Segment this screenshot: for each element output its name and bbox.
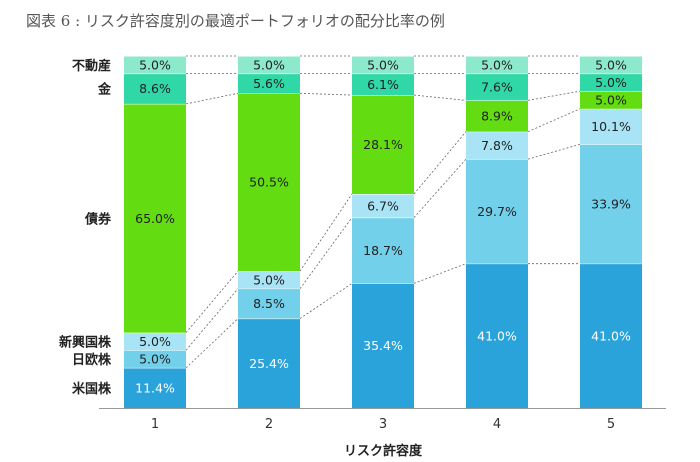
data-label: 5.0% [367, 57, 399, 72]
chart-title: 図表 6 : リスク許容度別の最適ポートフォリオの配分比率の例 [26, 12, 445, 30]
bar-segment [124, 73, 186, 104]
data-label: 5.0% [595, 93, 627, 108]
data-label: 7.6% [481, 79, 513, 94]
x-tick-label: 3 [379, 417, 387, 432]
bar-segment [580, 73, 642, 92]
data-label: 35.4% [363, 338, 403, 353]
bar-segment [580, 91, 642, 109]
data-label: 5.0% [253, 272, 285, 287]
connector-line [527, 143, 581, 160]
connector-line [527, 90, 581, 101]
x-tick-label: 5 [607, 417, 615, 432]
bar-segment [466, 263, 528, 408]
data-label: 6.7% [367, 198, 399, 213]
connector-line [185, 288, 239, 351]
data-label: 33.9% [591, 197, 631, 212]
bar-segment [238, 93, 300, 272]
x-tick-label: 2 [265, 417, 273, 432]
bar-segment [238, 56, 300, 74]
connector-line [413, 131, 467, 195]
data-label: 50.5% [249, 175, 289, 190]
data-label: 29.7% [477, 204, 517, 219]
connector-line [299, 193, 353, 272]
data-label: 41.0% [477, 328, 517, 343]
data-label: 5.0% [253, 57, 285, 72]
legend-label: 日欧株 [72, 352, 112, 368]
bar-segment [238, 288, 300, 319]
data-label: 5.0% [595, 75, 627, 90]
data-label: 8.6% [139, 81, 171, 96]
bar-segment [124, 56, 186, 74]
legend-label: 不動産 [72, 58, 111, 74]
legend-label: 米国株 [72, 381, 112, 397]
connector-line [299, 283, 353, 319]
data-label: 5.0% [595, 57, 627, 72]
data-label: 18.7% [363, 243, 403, 258]
bar-segment [124, 103, 186, 333]
bar-segment [238, 271, 300, 289]
data-label: 41.0% [591, 328, 631, 343]
bar-segment [238, 73, 300, 94]
legend-label: 新興国株 [59, 334, 112, 350]
data-label: 5.6% [253, 76, 285, 91]
bar-segment [124, 367, 186, 408]
bar-segment [124, 350, 186, 368]
bar-segment [580, 263, 642, 408]
data-label: 25.4% [249, 356, 289, 371]
connector-line [413, 158, 467, 218]
data-label: 65.0% [135, 211, 175, 226]
connector-line [185, 318, 239, 369]
bar-segment [352, 217, 414, 284]
bar-segment [352, 193, 414, 218]
legend-label: 金 [97, 82, 112, 98]
connector-line [413, 94, 467, 101]
bar-segment [466, 159, 528, 264]
connector-line [299, 92, 353, 96]
x-axis-title: リスク許容度 [344, 443, 423, 459]
bar-segment [352, 95, 414, 194]
data-label: 5.0% [481, 57, 513, 72]
bar-segment [352, 73, 414, 96]
connector-line [299, 217, 353, 289]
bar-segment [352, 283, 414, 408]
data-label: 5.0% [139, 57, 171, 72]
data-label: 8.9% [481, 109, 513, 124]
x-tick-label: 4 [493, 417, 501, 432]
bar-segment [124, 332, 186, 351]
data-label: 7.8% [481, 138, 513, 153]
bar-segment [352, 56, 414, 74]
bar-segment [466, 131, 528, 160]
connector-line [413, 263, 467, 284]
bar-segment [580, 144, 642, 264]
connector-line [527, 108, 581, 133]
bar-segment [580, 56, 642, 74]
connector-line [185, 270, 239, 333]
data-label: 5.0% [139, 334, 171, 349]
bar-segment [466, 100, 528, 132]
bar-segment [580, 108, 642, 145]
data-label: 5.0% [139, 352, 171, 367]
data-label: 6.1% [367, 77, 399, 92]
data-label: 10.1% [591, 119, 631, 134]
data-label: 8.5% [253, 296, 285, 311]
legend-label: 債券 [84, 211, 112, 227]
data-label: 11.4% [135, 380, 175, 395]
bar-segment [466, 73, 528, 101]
bar-segment [466, 56, 528, 74]
bar-segment [238, 318, 300, 408]
data-label: 28.1% [363, 137, 403, 152]
connector-line [185, 92, 239, 105]
x-tick-label: 1 [151, 417, 159, 432]
